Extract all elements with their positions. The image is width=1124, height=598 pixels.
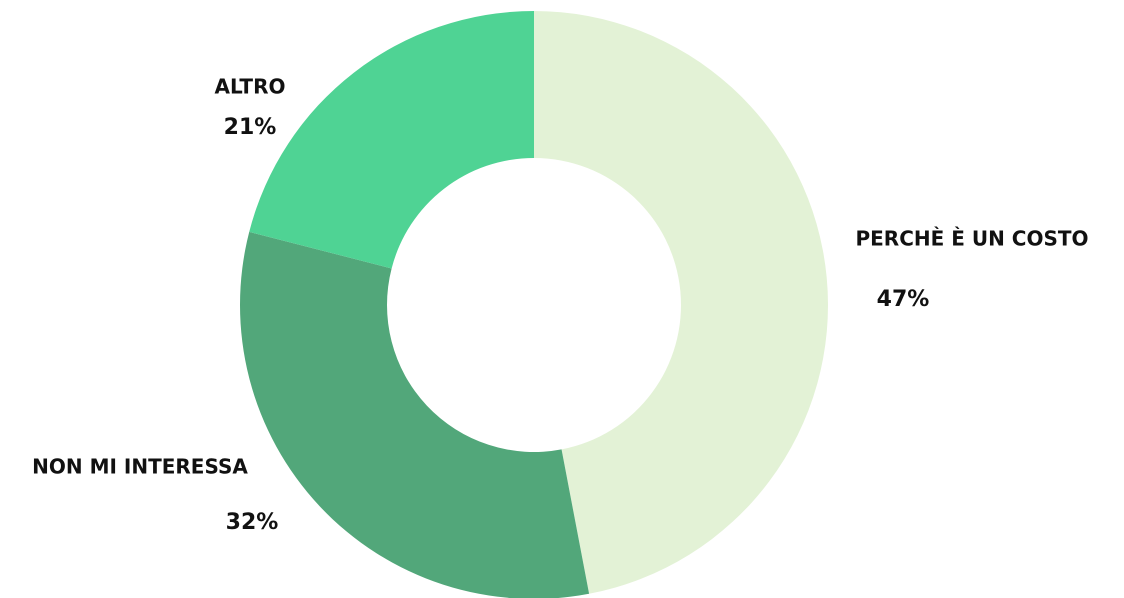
value-label: 32% xyxy=(226,510,279,535)
category-label: PERCHÈ È UN COSTO xyxy=(855,227,1088,251)
value-label: 21% xyxy=(224,115,277,140)
category-label: NON MI INTERESSA xyxy=(32,455,248,479)
donut-segment xyxy=(249,11,534,269)
donut-segment xyxy=(240,231,590,598)
donut-segment xyxy=(534,11,828,594)
category-label: ALTRO xyxy=(215,75,286,99)
value-label: 47% xyxy=(877,287,930,312)
